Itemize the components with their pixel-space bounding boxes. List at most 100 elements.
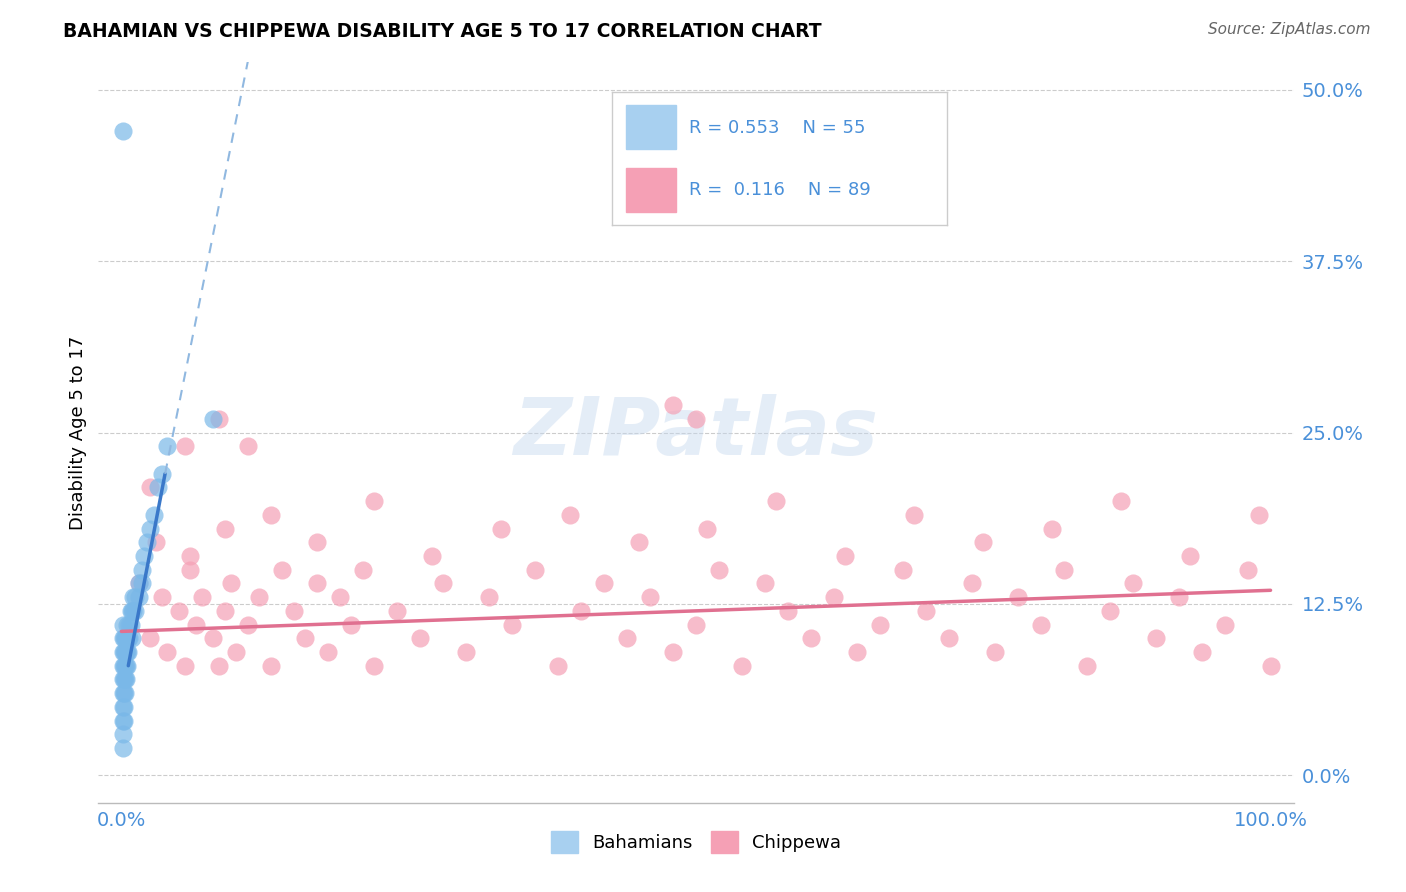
Point <box>122 590 145 604</box>
Point <box>121 604 143 618</box>
Point <box>731 658 754 673</box>
Point <box>616 632 638 646</box>
Point <box>1029 617 1052 632</box>
Point <box>283 604 305 618</box>
Point <box>1213 617 1236 632</box>
Point <box>823 590 845 604</box>
Point <box>271 563 294 577</box>
Point <box>1053 563 1076 577</box>
Point <box>111 686 134 700</box>
Point <box>329 590 352 604</box>
Point <box>112 714 135 728</box>
Point <box>173 658 195 673</box>
Point <box>112 645 135 659</box>
Point <box>139 480 162 494</box>
Point <box>145 535 167 549</box>
Point <box>173 439 195 453</box>
Point <box>1098 604 1121 618</box>
Point <box>111 658 134 673</box>
Point <box>501 617 523 632</box>
Point <box>115 658 138 673</box>
Point <box>115 617 138 632</box>
Point <box>420 549 443 563</box>
Point <box>142 508 165 522</box>
Point <box>114 686 136 700</box>
Point <box>118 632 141 646</box>
Point <box>156 645 179 659</box>
Point <box>111 714 134 728</box>
Point <box>111 741 134 756</box>
Point <box>179 563 201 577</box>
Point <box>363 658 385 673</box>
Point <box>685 412 707 426</box>
Point <box>903 508 925 522</box>
Point <box>340 617 363 632</box>
Text: BAHAMIAN VS CHIPPEWA DISABILITY AGE 5 TO 17 CORRELATION CHART: BAHAMIAN VS CHIPPEWA DISABILITY AGE 5 TO… <box>63 22 823 41</box>
Point <box>115 645 138 659</box>
Point <box>214 522 236 536</box>
Point <box>247 590 270 604</box>
Point <box>1236 563 1258 577</box>
Point <box>938 632 960 646</box>
Point <box>569 604 592 618</box>
Point <box>236 439 259 453</box>
Point <box>627 535 650 549</box>
Point <box>150 590 173 604</box>
Text: Source: ZipAtlas.com: Source: ZipAtlas.com <box>1208 22 1371 37</box>
Point <box>638 590 661 604</box>
Point <box>148 480 170 494</box>
Point <box>845 645 868 659</box>
Point <box>352 563 374 577</box>
Point <box>112 658 135 673</box>
Point <box>115 632 138 646</box>
Point <box>139 632 162 646</box>
Point <box>120 604 142 618</box>
Point <box>432 576 454 591</box>
Point <box>111 632 134 646</box>
Point <box>456 645 478 659</box>
Point <box>1007 590 1029 604</box>
Point <box>112 673 135 687</box>
Point <box>707 563 730 577</box>
Point <box>409 632 432 646</box>
Point <box>316 645 339 659</box>
Point <box>1076 658 1098 673</box>
Text: ZIPatlas: ZIPatlas <box>513 393 879 472</box>
Point <box>754 576 776 591</box>
Point <box>214 604 236 618</box>
Point <box>114 658 136 673</box>
Point <box>1122 576 1144 591</box>
Point <box>111 673 134 687</box>
Point <box>1247 508 1270 522</box>
Point <box>219 576 242 591</box>
Legend: Bahamians, Chippewa: Bahamians, Chippewa <box>544 824 848 861</box>
Point <box>363 494 385 508</box>
Point <box>984 645 1007 659</box>
Point <box>111 645 134 659</box>
Point <box>134 549 156 563</box>
Point <box>294 632 316 646</box>
Point <box>111 617 134 632</box>
Point <box>135 535 157 549</box>
Y-axis label: Disability Age 5 to 17: Disability Age 5 to 17 <box>69 335 87 530</box>
Point <box>558 508 581 522</box>
Point <box>260 508 283 522</box>
Point <box>139 522 162 536</box>
Point <box>225 645 247 659</box>
Point <box>111 699 134 714</box>
Point <box>478 590 501 604</box>
Point <box>1109 494 1132 508</box>
Point <box>121 632 143 646</box>
Point <box>685 617 707 632</box>
Point <box>112 699 135 714</box>
Point <box>765 494 787 508</box>
Point <box>115 632 138 646</box>
Point <box>914 604 936 618</box>
Point <box>1167 590 1189 604</box>
Point <box>112 632 135 646</box>
Point <box>891 563 914 577</box>
Point <box>128 576 150 591</box>
Point <box>208 658 231 673</box>
Point <box>150 467 173 481</box>
Point <box>305 576 328 591</box>
